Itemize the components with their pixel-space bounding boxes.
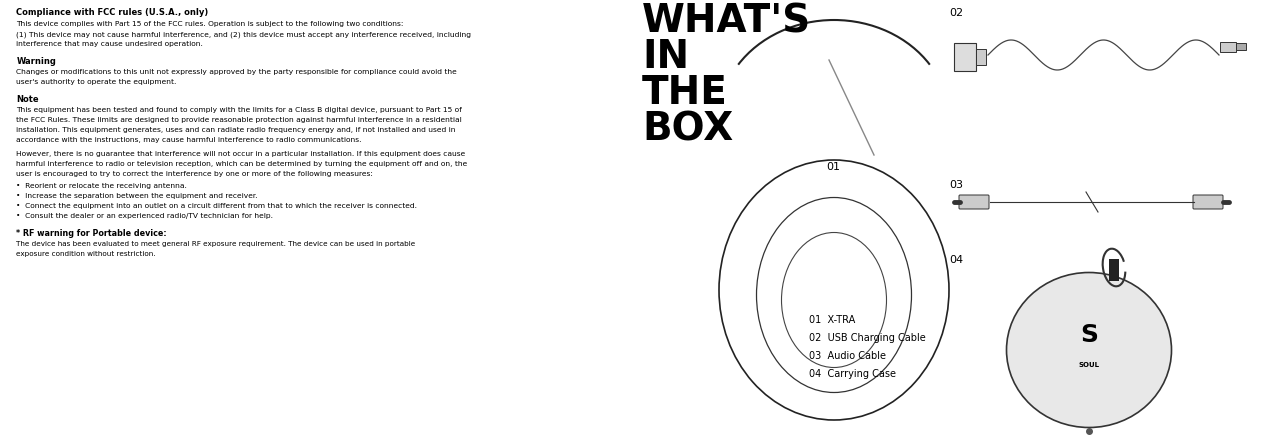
Text: 04: 04: [948, 255, 964, 265]
Text: •  Consult the dealer or an experienced radio/TV technician for help.: • Consult the dealer or an experienced r…: [16, 213, 274, 219]
Text: Warning: Warning: [16, 57, 56, 66]
Ellipse shape: [1007, 272, 1172, 428]
Text: •  Reorient or relocate the receiving antenna.: • Reorient or relocate the receiving ant…: [16, 183, 188, 189]
Text: Note: Note: [16, 95, 39, 104]
Text: accordance with the instructions, may cause harmful interference to radio commun: accordance with the instructions, may ca…: [16, 137, 361, 143]
Text: 02: 02: [948, 8, 964, 18]
FancyBboxPatch shape: [1236, 43, 1246, 50]
Text: •  Connect the equipment into an outlet on a circuit different from that to whic: • Connect the equipment into an outlet o…: [16, 203, 417, 209]
Text: exposure condition without restriction.: exposure condition without restriction.: [16, 251, 156, 257]
Text: Compliance with FCC rules (U.S.A., only): Compliance with FCC rules (U.S.A., only): [16, 8, 209, 17]
Text: THE: THE: [642, 74, 728, 112]
Text: ENGLISH: ENGLISH: [1243, 280, 1253, 331]
Text: user is encouraged to try to correct the interference by one or more of the foll: user is encouraged to try to correct the…: [16, 171, 373, 177]
Text: (1) This device may not cause harmful interference, and (2) this device must acc: (1) This device may not cause harmful in…: [16, 31, 472, 37]
FancyBboxPatch shape: [959, 195, 989, 209]
Text: harmful interference to radio or television reception, which can be determined b: harmful interference to radio or televis…: [16, 161, 468, 167]
Text: WHAT'S: WHAT'S: [642, 2, 812, 40]
Text: * RF warning for Portable device:: * RF warning for Portable device:: [16, 229, 167, 238]
Text: BOX: BOX: [642, 110, 733, 148]
FancyBboxPatch shape: [1220, 42, 1236, 52]
Text: However, there is no guarantee that interference will not occur in a particular : However, there is no guarantee that inte…: [16, 151, 465, 157]
Text: installation. This equipment generates, uses and can radiate radio frequency ene: installation. This equipment generates, …: [16, 127, 456, 133]
Text: interference that may cause undesired operation.: interference that may cause undesired op…: [16, 41, 203, 47]
Text: S: S: [1080, 323, 1098, 347]
Text: 01: 01: [825, 162, 839, 172]
Text: Changes or modifications to this unit not expressly approved by the party respon: Changes or modifications to this unit no…: [16, 69, 458, 75]
Text: 01  X-TRA: 01 X-TRA: [809, 315, 855, 325]
Text: 03: 03: [948, 180, 962, 190]
Text: 02  USB Charging Cable: 02 USB Charging Cable: [809, 333, 926, 343]
FancyBboxPatch shape: [1110, 259, 1118, 281]
Text: 04  Carrying Case: 04 Carrying Case: [809, 369, 896, 379]
Text: This equipment has been tested and found to comply with the limits for a Class B: This equipment has been tested and found…: [16, 107, 463, 113]
Text: This device complies with Part 15 of the FCC rules. Operation is subject to the : This device complies with Part 15 of the…: [16, 21, 404, 27]
Text: the FCC Rules. These limits are designed to provide reasonable protection agains: the FCC Rules. These limits are designed…: [16, 117, 463, 123]
Text: SOUL: SOUL: [1079, 362, 1099, 368]
Text: The device has been evaluated to meet general RF exposure requirement. The devic: The device has been evaluated to meet ge…: [16, 241, 416, 247]
Text: IN: IN: [642, 38, 689, 76]
FancyBboxPatch shape: [976, 49, 987, 65]
FancyBboxPatch shape: [954, 43, 976, 71]
Text: 03  Audio Cable: 03 Audio Cable: [809, 351, 886, 361]
Text: user's authority to operate the equipment.: user's authority to operate the equipmen…: [16, 79, 176, 85]
FancyBboxPatch shape: [1193, 195, 1224, 209]
Text: •  Increase the separation between the equipment and receiver.: • Increase the separation between the eq…: [16, 193, 257, 199]
